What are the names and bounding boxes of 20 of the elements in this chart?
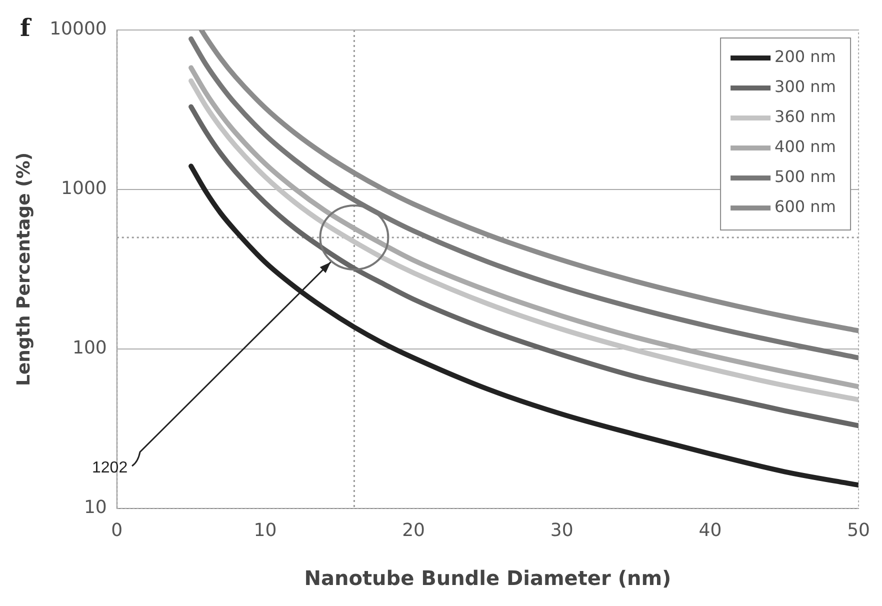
x-tick-label: 50 [847, 520, 870, 541]
legend-label: 200 nm [774, 47, 836, 66]
y-tick-label: 1000 [61, 178, 107, 200]
y-axis-title: Length Percentage (%) [13, 152, 34, 386]
x-tick-label: 10 [254, 520, 277, 541]
x-tick-label: 20 [402, 520, 425, 541]
legend-label: 400 nm [774, 137, 836, 156]
x-tick-label: 0 [111, 520, 123, 541]
y-tick-label: 10000 [50, 18, 107, 40]
y-tick-label: 10 [84, 497, 107, 518]
legend-label: 600 nm [774, 197, 836, 216]
legend-label: 500 nm [774, 167, 836, 186]
text: f [20, 13, 32, 42]
x-tick-label: 40 [698, 520, 722, 541]
x-tick-label: 30 [550, 520, 574, 541]
x-axis-title: Nanotube Bundle Diameter (nm) [304, 566, 672, 590]
annotation: 1202 [92, 459, 128, 476]
y-tick-label: 100 [72, 338, 107, 359]
legend-label: 360 nm [774, 107, 836, 126]
legend-label: 300 nm [774, 77, 836, 96]
